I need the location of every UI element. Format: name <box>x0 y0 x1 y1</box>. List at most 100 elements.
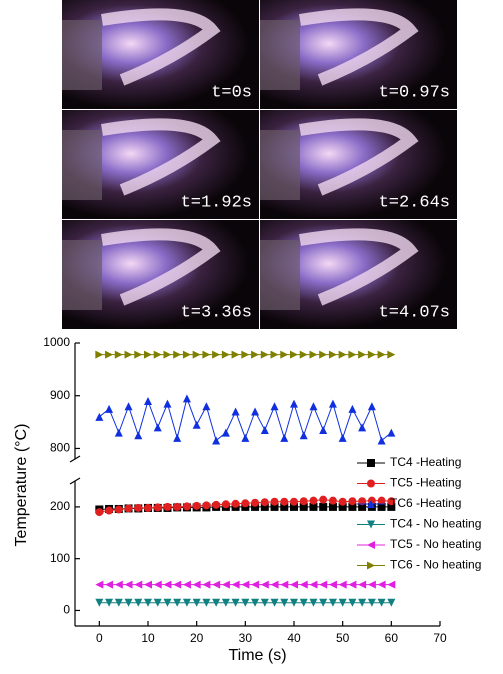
marker <box>144 350 152 359</box>
marker <box>134 598 143 607</box>
marker <box>124 402 133 411</box>
marker <box>163 598 172 607</box>
marker <box>309 598 318 607</box>
marker <box>173 433 182 442</box>
axis-break <box>69 455 81 463</box>
marker <box>212 436 221 445</box>
marker <box>328 502 337 511</box>
marker <box>338 502 347 511</box>
marker <box>348 580 357 589</box>
axis-break <box>69 477 81 485</box>
marker <box>367 500 375 508</box>
x-tick-label: 30 <box>239 631 253 645</box>
marker <box>367 561 375 570</box>
marker <box>192 598 201 607</box>
legend-label: TC5 -Heating <box>390 476 461 490</box>
marker <box>241 350 250 359</box>
marker <box>348 598 357 607</box>
marker <box>95 412 104 421</box>
marker <box>192 350 201 359</box>
marker <box>367 580 376 589</box>
marker <box>114 350 123 359</box>
marker <box>144 580 152 589</box>
marker <box>124 580 133 589</box>
photo-grid: t=0s t=0.97s t=1.92s t=2.64s t=3.36s t=4.07s <box>62 0 457 329</box>
nozzle <box>62 130 102 200</box>
marker <box>95 350 104 359</box>
marker <box>367 402 376 411</box>
marker <box>105 580 114 589</box>
marker <box>338 580 347 589</box>
marker <box>377 496 386 505</box>
marker <box>299 502 308 511</box>
marker <box>95 580 104 589</box>
legend-label: TC4 - No heating <box>390 517 481 531</box>
marker <box>280 497 289 506</box>
marker <box>260 580 269 589</box>
legend-label: TC5 - No heating <box>390 537 481 551</box>
marker <box>377 350 386 359</box>
marker <box>192 420 201 429</box>
marker <box>251 498 260 507</box>
marker <box>270 402 279 411</box>
marker <box>221 598 230 607</box>
marker <box>309 402 318 411</box>
marker <box>114 598 123 607</box>
marker <box>251 350 260 359</box>
marker <box>241 580 250 589</box>
marker <box>134 431 143 440</box>
marker <box>348 502 357 511</box>
marker <box>387 350 396 359</box>
marker <box>221 428 230 437</box>
marker <box>328 350 337 359</box>
marker <box>95 598 104 607</box>
marker <box>182 502 191 511</box>
marker <box>328 598 337 607</box>
marker <box>377 502 386 511</box>
marker <box>270 580 279 589</box>
marker <box>338 497 347 506</box>
marker <box>367 541 375 549</box>
marker <box>182 598 191 607</box>
marker <box>241 499 250 508</box>
marker <box>299 598 308 607</box>
marker <box>231 499 240 508</box>
marker <box>319 495 328 504</box>
nozzle <box>260 20 300 90</box>
marker <box>124 504 133 513</box>
marker <box>221 580 230 589</box>
marker <box>153 580 162 589</box>
marker <box>280 502 289 511</box>
marker <box>105 404 114 413</box>
marker <box>367 598 376 607</box>
x-tick-label: 60 <box>385 631 399 645</box>
marker <box>328 496 337 505</box>
marker <box>124 598 133 607</box>
marker <box>280 598 289 607</box>
x-axis-label: Time (s) <box>228 647 286 664</box>
legend-label: TC4 -Heating <box>390 455 461 469</box>
marker <box>124 350 133 359</box>
nozzle <box>62 20 102 90</box>
photo-label: t=0s <box>211 83 252 102</box>
marker <box>231 598 240 607</box>
marker <box>241 433 250 442</box>
marker <box>309 350 318 359</box>
marker <box>387 580 396 589</box>
marker <box>270 350 279 359</box>
marker <box>153 503 162 512</box>
y-tick-label: 900 <box>50 388 70 402</box>
marker <box>387 502 396 511</box>
marker <box>202 402 211 411</box>
marker <box>134 580 143 589</box>
marker <box>251 502 260 511</box>
marker <box>153 350 162 359</box>
marker <box>299 431 308 440</box>
marker <box>367 520 375 529</box>
marker <box>358 502 367 511</box>
marker <box>319 580 328 589</box>
marker <box>290 350 298 359</box>
marker <box>348 350 357 359</box>
marker <box>212 350 221 359</box>
